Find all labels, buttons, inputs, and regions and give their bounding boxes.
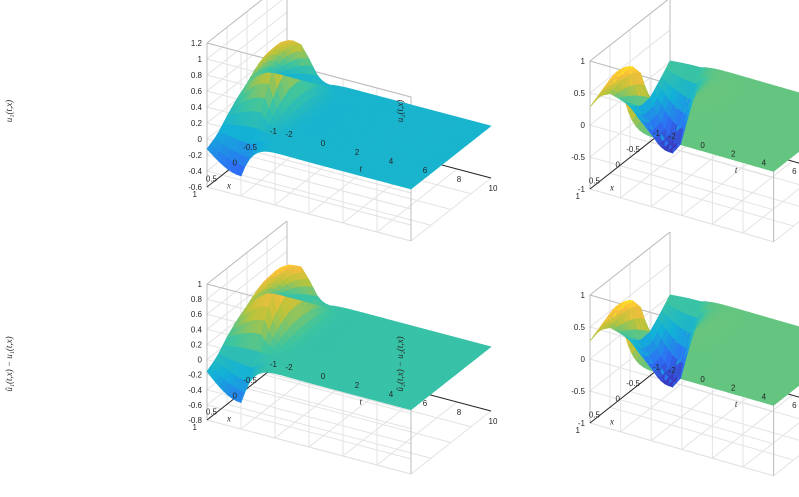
t-axis-label: t — [360, 163, 363, 173]
z-tick-label: 0.6 — [191, 87, 203, 96]
x-tick-label: 0 — [233, 159, 238, 168]
z-tick-label: 1.2 — [191, 39, 203, 48]
panel-top-left: -2 0 2 4 6 8 10 1 0.5 0 -0.5 -1 1.2 1 0.8 0.6 0.4 0.2 0 -0.… — [4, 0, 498, 242]
t-tick-label: 4 — [762, 158, 767, 167]
x-tick-label: 0 — [616, 161, 621, 170]
z-axis-label: û₂(t,x) − u₂(t,x) — [395, 336, 405, 391]
z-tick-label: 0 — [581, 121, 586, 130]
z-tick-label: 0.8 — [191, 71, 203, 80]
z-tick-label: 0 — [198, 356, 203, 365]
z-axis-label: u₂(t,x) — [395, 100, 405, 122]
z-tick-label: -0.6 — [188, 183, 202, 192]
t-tick-label: 6 — [792, 167, 797, 176]
x-tick-label: -0.5 — [243, 143, 257, 152]
z-tick-label: 1 — [581, 291, 586, 300]
t-tick-label: 8 — [457, 408, 462, 417]
x-tick-label: -0.5 — [626, 145, 640, 154]
x-tick-label: 0.5 — [589, 176, 601, 185]
t-tick-label: -2 — [285, 363, 293, 372]
x-tick-label: -0.5 — [243, 376, 257, 385]
t-tick-label: -2 — [668, 366, 676, 375]
t-tick-label: 6 — [423, 166, 428, 175]
x-tick-label: -1 — [270, 127, 278, 136]
z-tick-label: -0.4 — [188, 386, 202, 395]
t-axis-label: t — [735, 165, 738, 175]
z-axis-label: u₁(t,x) — [4, 100, 14, 122]
x-tick-label: -1 — [653, 129, 661, 138]
t-tick-label: 4 — [389, 157, 394, 166]
z-tick-label: -0.5 — [571, 387, 585, 396]
t-tick-label: 6 — [792, 401, 797, 410]
z-tick-label: 0 — [581, 355, 586, 364]
x-tick-label: 0.5 — [206, 174, 218, 183]
surface — [206, 40, 492, 190]
z-tick-label: 1 — [581, 57, 586, 66]
z-tick-label: 0.2 — [191, 340, 203, 349]
z-tick-label: -0.2 — [188, 371, 202, 380]
t-tick-label: 6 — [423, 399, 428, 408]
x-tick-label: 1 — [193, 190, 198, 199]
x-axis-label: x — [609, 417, 614, 427]
t-axis-label: t — [735, 399, 738, 409]
t-tick-label: 2 — [355, 381, 360, 390]
x-tick-label: 0 — [233, 392, 238, 401]
z-tick-label: 0.6 — [191, 310, 203, 319]
t-tick-label: 4 — [389, 390, 394, 399]
t-tick-label: -2 — [668, 132, 676, 141]
x-axis-label: x — [226, 181, 231, 191]
x-tick-label: -0.5 — [626, 379, 640, 388]
z-tick-label: 1 — [198, 280, 203, 289]
panel-bottom-left: -2024681010.50-0.5-110.80.60.40.20-0.2-0… — [4, 220, 498, 475]
t-tick-label: 0 — [321, 372, 326, 381]
z-tick-label: -0.2 — [188, 151, 202, 160]
z-tick-label: -0.5 — [571, 153, 585, 162]
t-tick-label: 8 — [457, 175, 462, 184]
x-tick-label: 0 — [616, 395, 621, 404]
t-tick-label: 2 — [731, 150, 736, 159]
z-tick-label: -0.8 — [188, 416, 202, 425]
x-axis-label: x — [609, 183, 614, 193]
surface-patch — [482, 124, 492, 130]
z-tick-label: -0.6 — [188, 401, 202, 410]
t-tick-label: 0 — [700, 375, 705, 384]
t-tick-label: 0 — [700, 141, 705, 150]
x-tick-label: -1 — [653, 363, 661, 372]
t-tick-label: 4 — [762, 392, 767, 401]
z-tick-label: 1 — [198, 55, 203, 64]
tick-labels: -2 0 2 4 6 8 10 1 0.5 0 -0.5 -1 1.2 1 0.8 0.6 0.4 0.2 0 -0.… — [188, 39, 498, 199]
z-tick-label: 0.4 — [191, 325, 203, 334]
z-tick-label: 0.4 — [191, 103, 203, 112]
z-tick-label: 0.5 — [574, 323, 586, 332]
z-tick-label: -1 — [578, 185, 586, 194]
surface — [589, 60, 799, 172]
z-tick-label: 0.5 — [574, 89, 586, 98]
x-axis-label: x — [226, 414, 231, 424]
surface — [206, 264, 492, 411]
z-tick-label: -1 — [578, 419, 586, 428]
z-tick-label: 0.8 — [191, 295, 203, 304]
t-tick-label: 10 — [489, 417, 498, 426]
t-tick-label: 2 — [355, 148, 360, 157]
z-tick-label: 0 — [198, 135, 203, 144]
t-tick-label: 0 — [321, 139, 326, 148]
x-tick-label: 0.5 — [589, 410, 601, 419]
z-axis-label: û₁(t,x) − u₁(t,x) — [4, 336, 14, 391]
z-tick-label: -0.4 — [188, 167, 202, 176]
z-tick-label: 0.2 — [191, 119, 203, 128]
x-tick-label: -1 — [270, 360, 278, 369]
t-tick-label: -2 — [285, 130, 293, 139]
x-tick-label: 0.5 — [206, 407, 218, 416]
t-tick-label: 10 — [489, 184, 498, 193]
t-tick-label: 2 — [731, 384, 736, 393]
